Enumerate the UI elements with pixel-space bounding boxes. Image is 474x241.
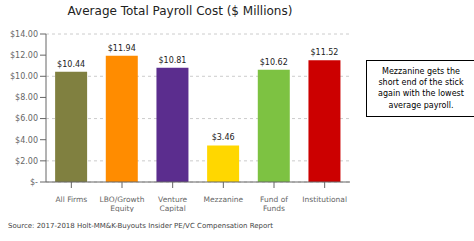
svg-text:$4.00: $4.00 <box>15 136 38 145</box>
html-text:Source: 2017-2018 Holt-MM&K-Bu: Source: 2017-2018 Holt-MM&K-Buyouts Insi… <box>8 222 273 230</box>
svg-text:$2.00: $2.00 <box>15 157 38 166</box>
svg-text:$10.00: $10.00 <box>10 72 38 81</box>
svg-text:All Firms: All Firms <box>55 195 87 204</box>
svg-text:$8.00: $8.00 <box>15 93 38 102</box>
svg-text:Mezzanine: Mezzanine <box>203 195 243 204</box>
svg-text:Institutional: Institutional <box>302 195 347 204</box>
svg-text:Fund ofFunds: Fund ofFunds <box>260 195 288 212</box>
svg-text:$11.94: $11.94 <box>108 44 136 53</box>
svg-text:$-: $- <box>30 178 38 187</box>
svg-text:$14.00: $14.00 <box>10 30 38 39</box>
svg-text:$11.52: $11.52 <box>310 48 338 57</box>
html-text:Mezzanine gets the short end o: Mezzanine gets the short end of the stic… <box>378 67 464 110</box>
html-text:Average Total Payroll Cost ($: Average Total Payroll Cost ($ Millions) <box>67 4 293 18</box>
svg-text:$12.00: $12.00 <box>10 51 38 60</box>
svg-text:$3.46: $3.46 <box>212 133 235 142</box>
svg-text:$10.44: $10.44 <box>57 60 85 69</box>
svg-text:$10.81: $10.81 <box>158 56 186 65</box>
svg-text:VentureCapital: VentureCapital <box>158 195 188 212</box>
svg-text:$6.00: $6.00 <box>15 114 38 123</box>
svg-text:LBO/GrowthEquity: LBO/GrowthEquity <box>100 195 145 212</box>
svg-text:$10.62: $10.62 <box>260 58 288 67</box>
